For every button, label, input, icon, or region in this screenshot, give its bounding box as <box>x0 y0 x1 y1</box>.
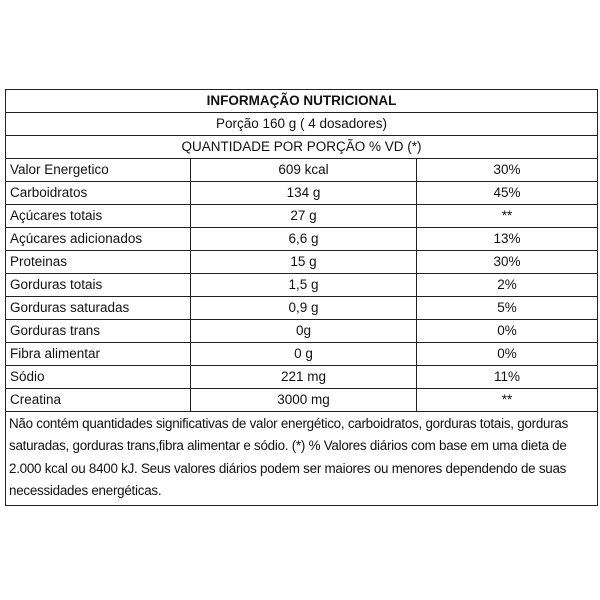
table-row: Creatina 3000 mg ** <box>5 388 599 412</box>
nutrient-amount: 134 g <box>190 181 417 205</box>
nutrient-name: Proteinas <box>5 250 191 274</box>
nutrient-vd: 45% <box>415 181 599 205</box>
table-row: Gorduras trans 0g 0% <box>5 319 599 343</box>
nutrient-name: Fibra alimentar <box>5 342 191 366</box>
nutrient-amount: 0,9 g <box>190 296 417 320</box>
nutrient-vd: 13% <box>415 227 599 251</box>
nutrient-vd: 2% <box>415 273 599 297</box>
nutrient-amount: 609 kcal <box>190 158 417 182</box>
nutrient-vd: ** <box>415 388 599 412</box>
nutrient-amount: 27 g <box>190 204 417 228</box>
nutrient-amount: 0g <box>190 319 417 343</box>
footnote: Não contém quantidades significativas de… <box>4 410 599 507</box>
nutrient-vd: 0% <box>415 342 599 366</box>
nutrient-vd: 5% <box>415 296 599 320</box>
table-row: Sódio 221 mg 11% <box>5 365 599 389</box>
nutrient-vd: 30% <box>415 158 599 182</box>
nutrient-name: Gorduras saturadas <box>5 296 191 320</box>
nutrient-name: Açúcares totais <box>5 204 191 228</box>
table-row: Açúcares totais 27 g ** <box>5 204 599 228</box>
nutrient-name: Gorduras totais <box>5 273 191 297</box>
nutrient-amount: 6,6 g <box>190 227 417 251</box>
nutrient-name: Sódio <box>5 365 191 389</box>
table-title: INFORMAÇÃO NUTRICIONAL <box>4 89 599 113</box>
portion-size: Porção 160 g ( 4 dosadores) <box>4 112 599 136</box>
nutrient-vd: ** <box>415 204 599 228</box>
nutrient-name: Valor Energetico <box>5 158 191 182</box>
nutrient-amount: 221 mg <box>190 365 417 389</box>
nutrient-vd: 30% <box>415 250 599 274</box>
nutrient-amount: 0 g <box>190 342 417 366</box>
nutrition-table: INFORMAÇÃO NUTRICIONAL Porção 160 g ( 4 … <box>4 89 599 507</box>
nutrient-amount: 1,5 g <box>190 273 417 297</box>
table-row: Açúcares adicionados 6,6 g 13% <box>5 227 599 251</box>
table-row: Gorduras totais 1,5 g 2% <box>5 273 599 297</box>
nutrient-name: Gorduras trans <box>5 319 191 343</box>
nutrient-name: Açúcares adicionados <box>5 227 191 251</box>
nutrient-name: Carboidratos <box>5 181 191 205</box>
nutrient-vd: 11% <box>415 365 599 389</box>
nutrient-vd: 0% <box>415 319 599 343</box>
table-row: Fibra alimentar 0 g 0% <box>5 342 599 366</box>
nutrient-name: Creatina <box>5 388 191 412</box>
nutrient-amount: 15 g <box>190 250 417 274</box>
table-row: Valor Energetico 609 kcal 30% <box>5 158 599 182</box>
table-row: Proteinas 15 g 30% <box>5 250 599 274</box>
nutrient-amount: 3000 mg <box>190 388 417 412</box>
column-header: QUANTIDADE POR PORÇÃO % VD (*) <box>4 135 599 159</box>
table-row: Gorduras saturadas 0,9 g 5% <box>5 296 599 320</box>
table-row: Carboidratos 134 g 45% <box>5 181 599 205</box>
